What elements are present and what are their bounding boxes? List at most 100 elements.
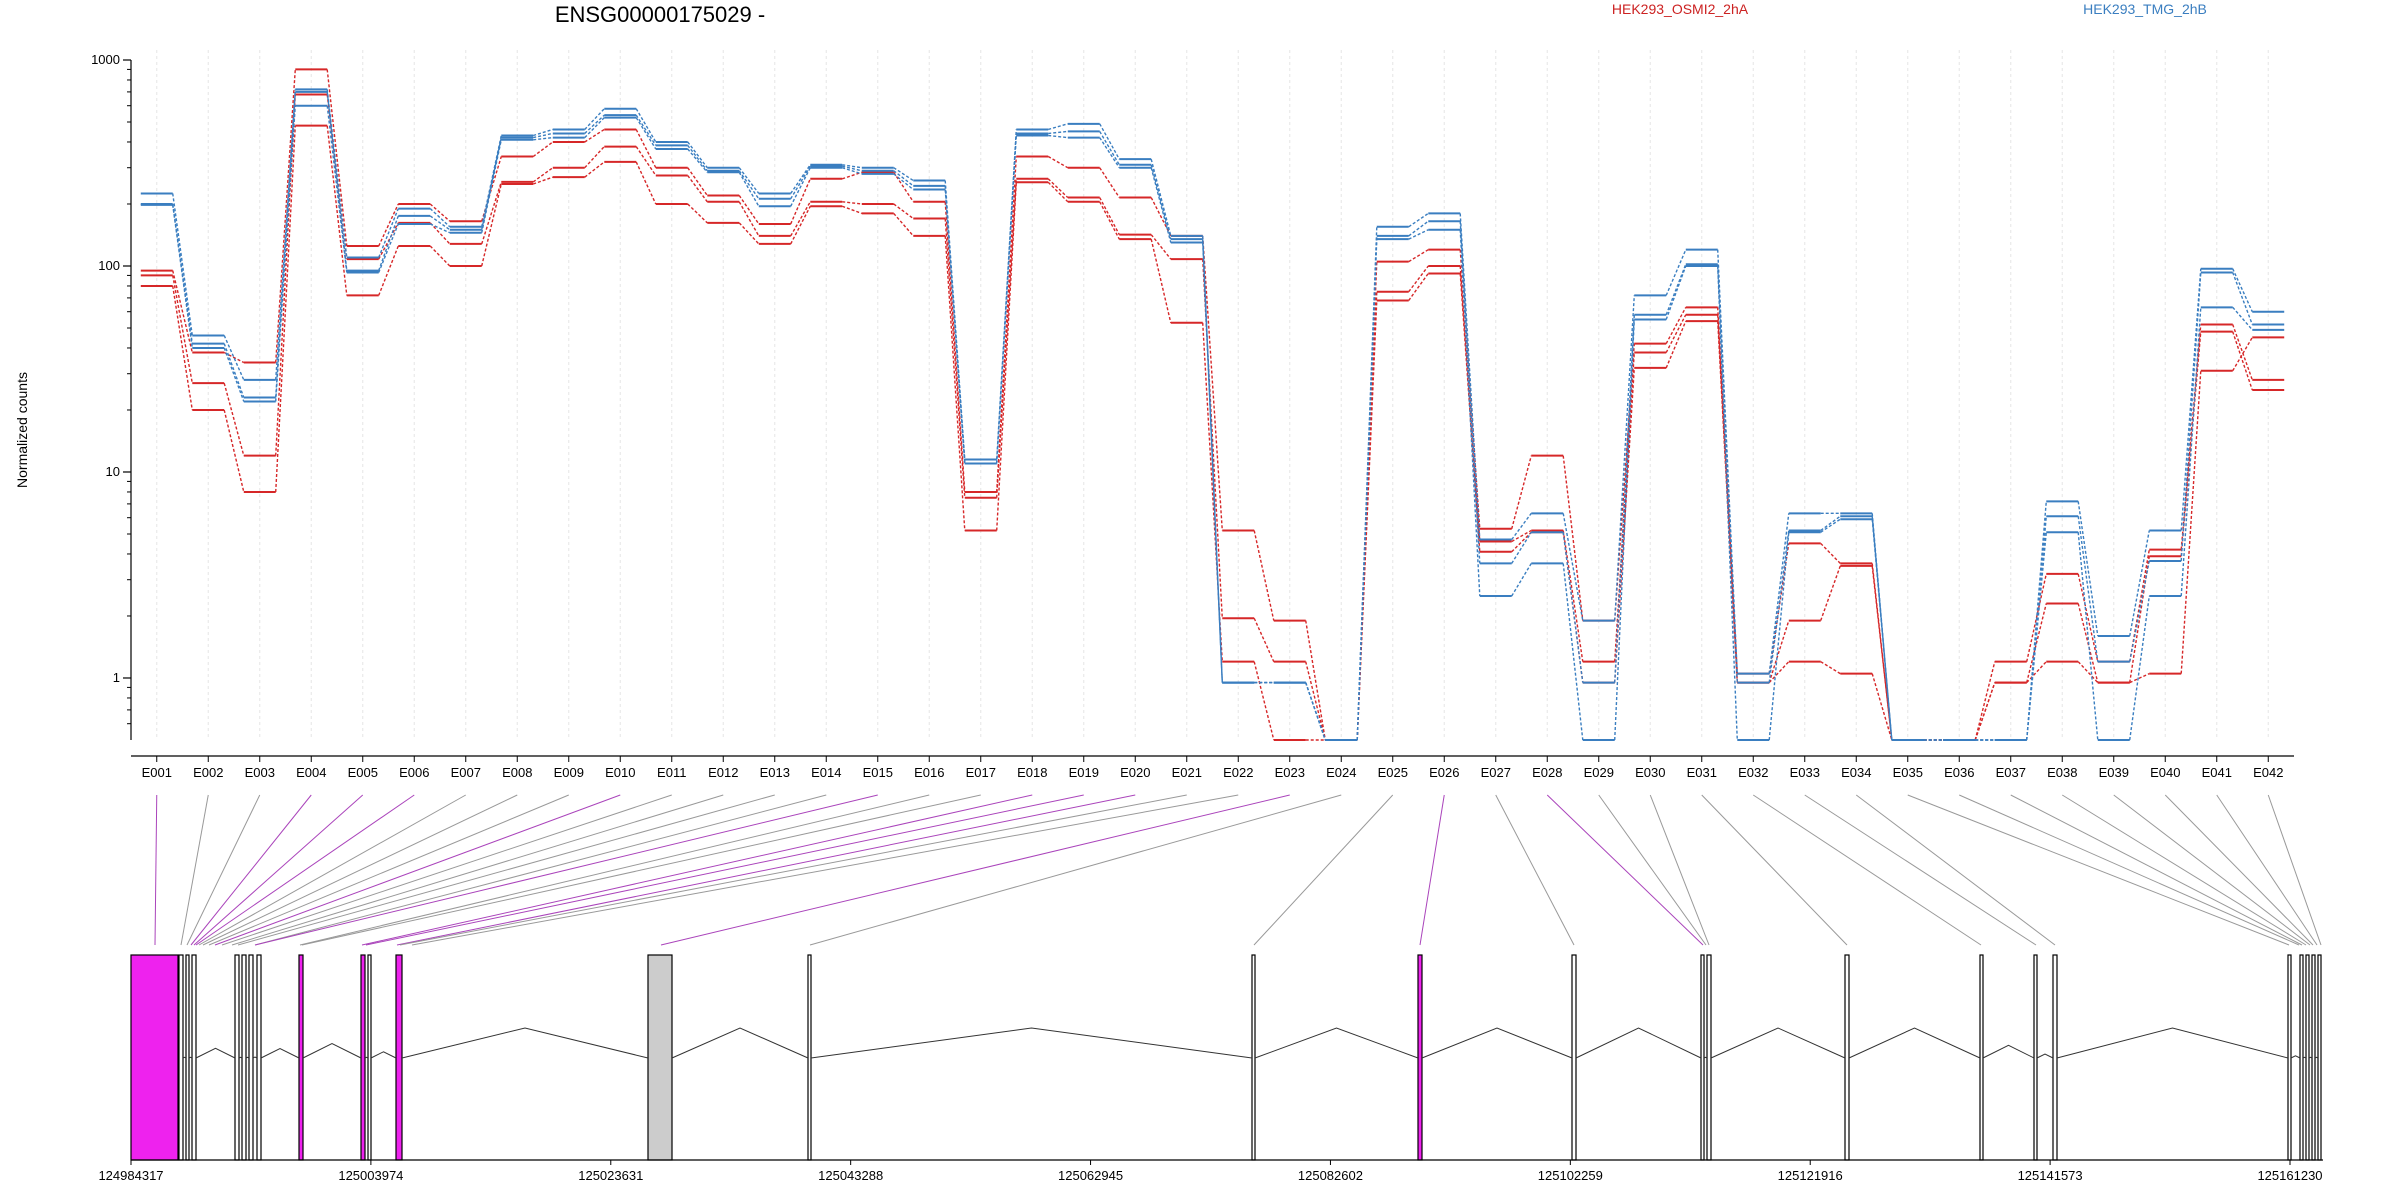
series-4-connector-5 bbox=[378, 208, 399, 258]
y-tick-label-1000: 1000 bbox=[91, 52, 120, 67]
intron-8 bbox=[260, 1047, 300, 1059]
intron-18 bbox=[1703, 1056, 1708, 1059]
intron-2 bbox=[182, 1056, 187, 1059]
series-1-connector-3 bbox=[275, 69, 296, 363]
intron-10 bbox=[364, 1056, 369, 1059]
x-tick-label-e017: E017 bbox=[966, 765, 996, 780]
y-axis: 1000 100 10 1 bbox=[91, 52, 132, 740]
series-3-connector-33 bbox=[1820, 661, 1841, 675]
series-2-connector-41 bbox=[2232, 331, 2253, 391]
series-5-connector-20 bbox=[1150, 164, 1172, 240]
x-tick-label-e041: E041 bbox=[2202, 765, 2232, 780]
series-6-connector-9 bbox=[584, 117, 605, 139]
mapping-line-e005 bbox=[193, 794, 364, 946]
x-tick-label-e033: E033 bbox=[1790, 765, 1820, 780]
y-tick-label-10: 10 bbox=[106, 464, 120, 479]
series-5-connector-13 bbox=[790, 165, 811, 200]
series-3-connector-12 bbox=[738, 222, 760, 245]
series-2-connector-13 bbox=[790, 201, 811, 237]
series-5-connector-34 bbox=[1871, 516, 1893, 741]
series-2-connector-32 bbox=[1768, 620, 1790, 683]
series-5-connector-18 bbox=[1048, 130, 1068, 135]
coord-tick-label-6: 125082602 bbox=[1298, 1168, 1363, 1183]
series-5-connector-5 bbox=[378, 215, 399, 271]
mapping-line-e025 bbox=[1253, 794, 1394, 946]
series-3-connector-5 bbox=[378, 245, 399, 296]
x-tick-label-e014: E014 bbox=[811, 765, 841, 780]
exon-box-22 bbox=[2033, 954, 2038, 1161]
series-5-connector-2 bbox=[223, 343, 245, 398]
mapping-line-e030 bbox=[1649, 794, 1710, 946]
series-1-connector-28 bbox=[1562, 455, 1584, 621]
series-2-connector-19 bbox=[1099, 197, 1120, 235]
coord-tick-label-10: 125161230 bbox=[2257, 1168, 2322, 1183]
exon-box-16 bbox=[1417, 954, 1423, 1161]
series-4-connector-28 bbox=[1562, 513, 1584, 621]
series-6-connector-25 bbox=[1408, 229, 1429, 240]
series-4-connector-2 bbox=[223, 335, 245, 381]
series-6-connector-20 bbox=[1150, 167, 1172, 243]
series-1-connector-19 bbox=[1099, 167, 1120, 198]
series-5-connector-40 bbox=[2180, 272, 2202, 561]
intron-19 bbox=[1710, 1027, 1846, 1059]
series-5-connector-21 bbox=[1202, 239, 1223, 683]
series-3-connector-19 bbox=[1099, 201, 1120, 240]
mapping-line-e031 bbox=[1701, 794, 1848, 946]
series-1-connector-18 bbox=[1047, 155, 1069, 169]
series-3-connector-40 bbox=[2180, 370, 2202, 674]
series-5-connector-25 bbox=[1408, 220, 1429, 237]
series-3-connector-8 bbox=[532, 176, 554, 185]
series-1-connector-23 bbox=[1305, 620, 1326, 741]
series-1-connector-10 bbox=[635, 129, 657, 169]
x-tick-label-e036: E036 bbox=[1944, 765, 1974, 780]
series-1-connector-30 bbox=[1665, 306, 1687, 344]
series-1-connector-1 bbox=[172, 270, 193, 353]
series-2-connector-7 bbox=[481, 181, 502, 245]
genomic-coordinate-axis: 124984317 125003974 125023631 125043288 1250… bbox=[98, 1159, 2323, 1183]
series-5-connector-39 bbox=[2129, 560, 2150, 662]
series-5-connector-8 bbox=[533, 132, 553, 139]
x-tick-label-e018: E018 bbox=[1017, 765, 1047, 780]
exon-box-11 bbox=[367, 954, 372, 1161]
exon-box-19 bbox=[1706, 954, 1712, 1161]
series-1-connector-25 bbox=[1408, 249, 1429, 263]
series-3-connector-2 bbox=[223, 409, 245, 493]
x-tick-label-e027: E027 bbox=[1481, 765, 1511, 780]
series-1-connector-21 bbox=[1202, 235, 1223, 531]
series-3-connector-30 bbox=[1665, 320, 1687, 369]
series-4-connector-6 bbox=[429, 208, 451, 228]
coord-tick-label-7: 125102259 bbox=[1538, 1168, 1603, 1183]
intron-21 bbox=[1982, 1044, 2035, 1059]
x-tick-label-e005: E005 bbox=[348, 765, 378, 780]
x-tick-label-e042: E042 bbox=[2253, 765, 2283, 780]
intron-24 bbox=[2290, 1055, 2301, 1059]
exon-box-1 bbox=[130, 954, 179, 1161]
series-6-connector-32 bbox=[1768, 532, 1790, 741]
series-5 bbox=[140, 90, 2285, 741]
series-6-connector-13 bbox=[790, 167, 811, 207]
series-3-connector-3 bbox=[275, 125, 296, 492]
mapping-line-e036 bbox=[1959, 794, 2300, 946]
series-6-connector-27 bbox=[1511, 563, 1532, 597]
exon-box-5 bbox=[234, 954, 240, 1161]
exon-box-6 bbox=[241, 954, 247, 1161]
series-6-connector-33 bbox=[1820, 518, 1841, 533]
series-4-connector-12 bbox=[738, 167, 760, 194]
series-6-connector-4 bbox=[326, 105, 348, 273]
intron-4 bbox=[195, 1047, 236, 1059]
series-1-connector-11 bbox=[687, 167, 708, 196]
series-4-connector-13 bbox=[790, 164, 811, 194]
series-2-connector-22 bbox=[1253, 617, 1275, 662]
x-tick-label-e001: E001 bbox=[142, 765, 172, 780]
series-1-connector-4 bbox=[326, 69, 348, 247]
legend-entry-osmi2: HEK293_OSMI2_2hA bbox=[1612, 1, 1749, 17]
coord-tick-label-1: 124984317 bbox=[98, 1168, 163, 1183]
series-2-connector-12 bbox=[738, 201, 760, 237]
exon-box-17 bbox=[1571, 954, 1577, 1161]
intron-9 bbox=[302, 1042, 362, 1059]
x-tick-label-e016: E016 bbox=[914, 765, 944, 780]
series-3-connector-22 bbox=[1253, 661, 1275, 741]
series-6-connector-29 bbox=[1614, 319, 1635, 741]
x-tick-label-e019: E019 bbox=[1069, 765, 1099, 780]
series-4-connector-19 bbox=[1099, 123, 1120, 160]
